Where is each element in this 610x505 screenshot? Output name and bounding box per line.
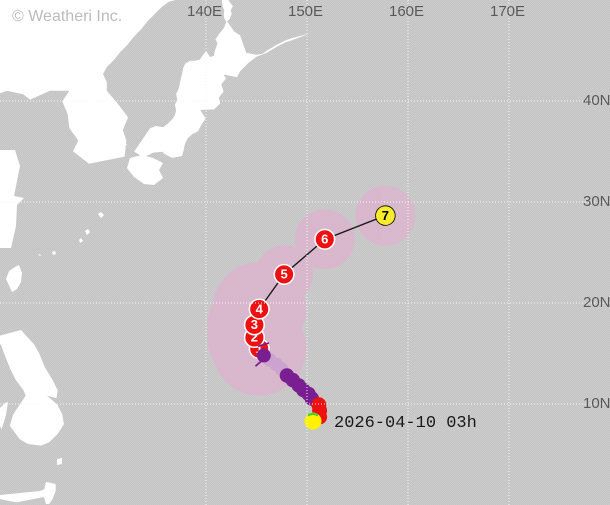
svg-text:2026-04-10 03h: 2026-04-10 03h	[334, 414, 477, 433]
svg-text:5: 5	[280, 267, 287, 282]
svg-text:6: 6	[321, 232, 328, 247]
svg-text:4: 4	[256, 301, 264, 316]
svg-text:7: 7	[382, 208, 389, 223]
